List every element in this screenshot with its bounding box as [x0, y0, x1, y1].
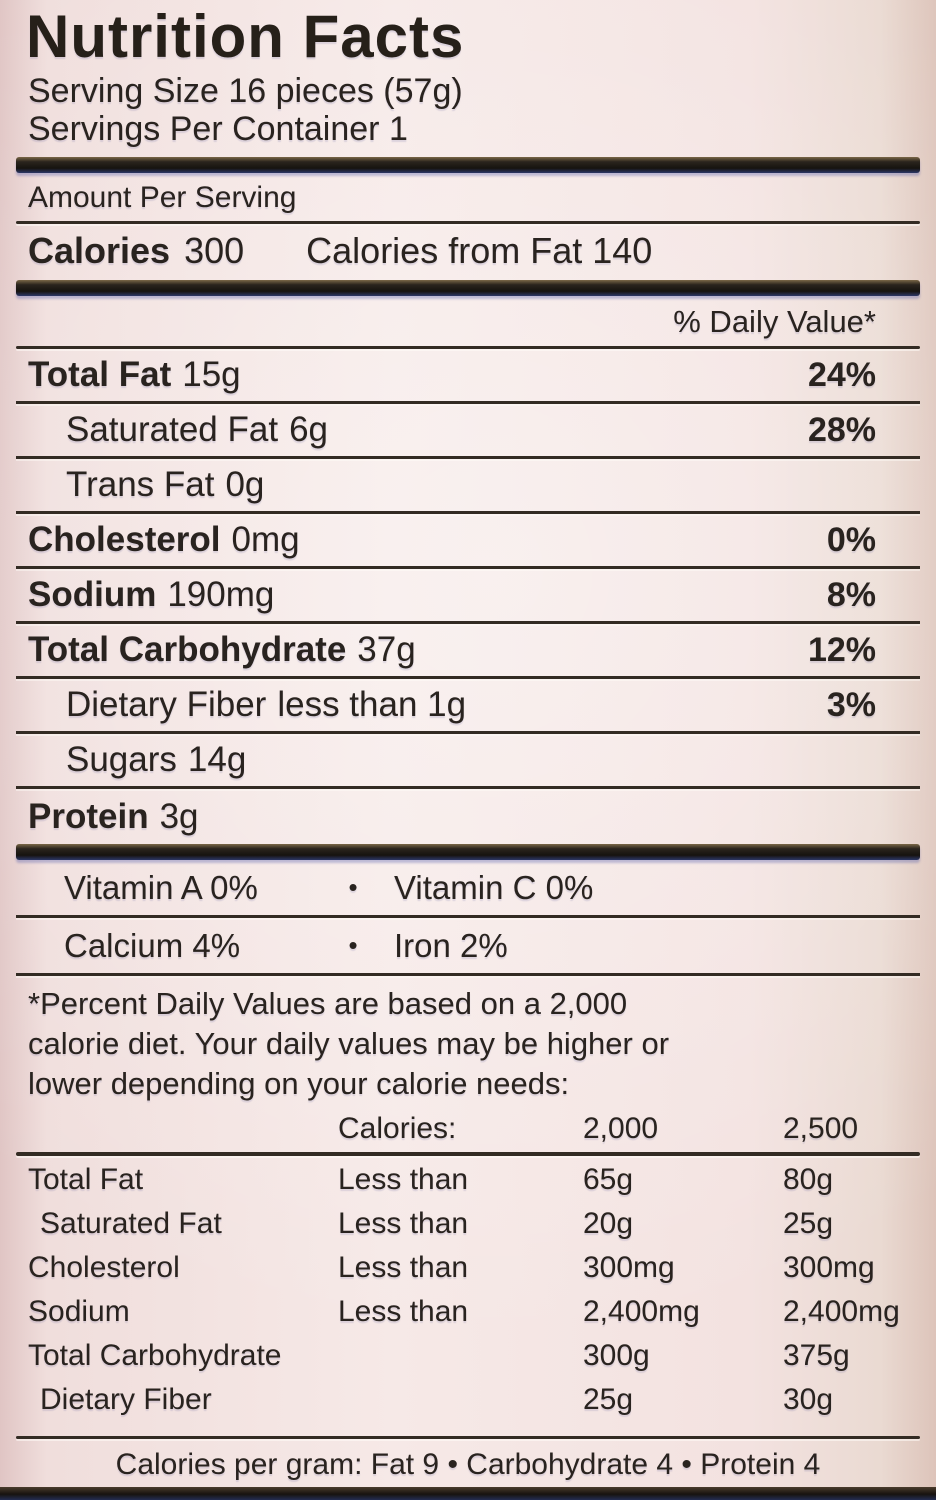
nutrient-daily-value: 3%: [826, 685, 876, 724]
nutrient-daily-value: 12%: [807, 630, 876, 669]
vitamin-c-value: Vitamin C 0%: [394, 868, 594, 906]
nutrient-amount: 0g: [225, 465, 265, 504]
nutrient-daily-value: 28%: [807, 410, 876, 449]
nutrient-name: Total Carbohydrate: [28, 630, 347, 669]
reference-row-saturated-fat: Saturated Fat Less than 20g 25g: [16, 1202, 920, 1246]
ref-value-2500: 375g: [783, 1339, 850, 1372]
reference-row-cholesterol: Cholesterol Less than 300mg 300mg: [16, 1246, 920, 1290]
nutrient-name: Protein: [28, 796, 149, 836]
ref-nutrient-name: Cholesterol: [28, 1251, 180, 1284]
nutrient-name: Total Fat: [28, 355, 172, 394]
nutrient-row-trans-fat: Trans Fat 0g: [16, 459, 920, 514]
nutrient-name: Cholesterol: [28, 520, 221, 559]
serving-size-text: Serving Size 16 pieces (57g): [28, 72, 463, 110]
iron-value: Iron 2%: [394, 926, 508, 964]
ref-value-2000: 300g: [583, 1339, 650, 1372]
nutrient-daily-value: 24%: [807, 355, 876, 394]
bullet-separator: •: [348, 872, 358, 902]
ref-value-2000: 300mg: [583, 1251, 675, 1284]
nutrient-name: Sugars: [66, 740, 177, 779]
ref-qualifier: Less than: [338, 1163, 469, 1196]
divider-rule: [16, 221, 920, 224]
nutrient-amount: 3g: [159, 796, 199, 836]
column-2000-header: 2,000: [583, 1112, 659, 1145]
ref-value-2500: 2,400mg: [783, 1295, 900, 1328]
calories-from-fat: Calories from Fat 140: [306, 230, 653, 271]
nutrient-amount: 15g: [182, 355, 241, 394]
nutrient-name: Trans Fat: [66, 465, 215, 504]
label-title: Nutrition Facts: [26, 3, 465, 70]
divider-rule: [16, 1436, 920, 1439]
calories-value: 300: [184, 230, 245, 271]
ref-nutrient-name: Sodium: [28, 1295, 130, 1328]
nutrient-name: Sodium: [28, 575, 157, 614]
nutrient-row-total-fat: Total Fat 15g 24%: [16, 349, 920, 404]
thick-divider-bar: [16, 844, 920, 860]
ref-qualifier: Less than: [338, 1207, 469, 1240]
ref-value-2000: 25g: [583, 1383, 634, 1416]
ref-value-2500: 25g: [783, 1207, 834, 1240]
ref-qualifier: Less than: [338, 1251, 469, 1284]
amount-per-serving-text: Amount Per Serving: [28, 181, 297, 214]
nutrient-name: Saturated Fat: [66, 410, 279, 449]
ref-nutrient-name: Saturated Fat: [40, 1207, 222, 1240]
nutrient-amount: 6g: [289, 410, 329, 449]
calories-per-gram-text: Calories per gram: Fat 9 • Carbohydrate …: [115, 1448, 821, 1481]
nutrient-row-saturated-fat: Saturated Fat 6g 28%: [16, 404, 920, 459]
nutrient-amount: less than 1g: [277, 685, 467, 724]
calories-row: Calories 300 Calories from Fat 140: [16, 224, 920, 280]
nutrient-amount: 190mg: [167, 575, 275, 614]
nutrient-amount: 14g: [187, 740, 247, 779]
nutrient-row-protein: Protein 3g: [16, 789, 920, 844]
bottom-edge-bar: [0, 1487, 936, 1500]
ref-value-2000: 2,400mg: [583, 1295, 700, 1328]
thick-divider-bar: [16, 280, 920, 296]
reference-row-total-carbohydrate: Total Carbohydrate 300g 375g: [16, 1334, 920, 1378]
ref-qualifier: Less than: [338, 1295, 469, 1328]
nutrient-amount: 37g: [357, 630, 416, 669]
ref-value-2000: 20g: [583, 1207, 634, 1240]
reference-table-body: Total Fat Less than 65g 80g Saturated Fa…: [16, 1158, 920, 1422]
nutrient-daily-value: 8%: [826, 575, 876, 614]
divider-rule: [16, 346, 920, 349]
nutrient-row-sodium: Sodium 190mg 8%: [16, 569, 920, 624]
ref-nutrient-name: Total Fat: [28, 1163, 144, 1196]
reference-row-total-fat: Total Fat Less than 65g 80g: [16, 1158, 920, 1202]
vitamin-row-a-c: Vitamin A 0% • Vitamin C 0%: [16, 860, 920, 918]
daily-value-footnote: *Percent Daily Values are based on a 2,0…: [16, 976, 920, 1106]
reference-row-sodium: Sodium Less than 2,400mg 2,400mg: [16, 1290, 920, 1334]
reference-table-header: Calories: 2,000 2,500: [16, 1106, 920, 1152]
divider-rule: [16, 1152, 920, 1156]
column-2500-header: 2,500: [783, 1112, 859, 1145]
vitamin-row-calcium-iron: Calcium 4% • Iron 2%: [16, 918, 920, 976]
ref-value-2500: 80g: [783, 1163, 834, 1196]
thick-divider-bar: [16, 157, 920, 173]
nutrient-row-dietary-fiber: Dietary Fiber less than 1g 3%: [16, 679, 920, 734]
footnote-line: lower depending on your calorie needs:: [28, 1066, 570, 1101]
nutrient-daily-value: 0%: [826, 520, 876, 559]
calories-label: Calories: [28, 230, 171, 271]
footnote-line: calorie diet. Your daily values may be h…: [28, 1026, 670, 1061]
ref-value-2000: 65g: [583, 1163, 634, 1196]
vitamin-a-value: Vitamin A 0%: [64, 868, 258, 906]
footnote-line: *Percent Daily Values are based on a 2,0…: [28, 986, 628, 1021]
nutrient-amount: 0mg: [231, 520, 300, 559]
servings-per-container-text: Servings Per Container 1: [28, 110, 408, 148]
reference-row-dietary-fiber: Dietary Fiber 25g 30g: [16, 1378, 920, 1422]
nutrient-row-cholesterol: Cholesterol 0mg 0%: [16, 514, 920, 569]
ref-value-2500: 30g: [783, 1383, 834, 1416]
nutrient-name: Dietary Fiber: [66, 685, 267, 724]
ref-nutrient-name: Total Carbohydrate: [28, 1339, 282, 1372]
calcium-value: Calcium 4%: [64, 926, 241, 964]
ref-nutrient-name: Dietary Fiber: [40, 1383, 212, 1416]
daily-value-header: % Daily Value*: [673, 304, 876, 339]
calories-column-label: Calories:: [338, 1112, 457, 1145]
bullet-separator: •: [348, 930, 358, 960]
ref-value-2500: 300mg: [783, 1251, 875, 1284]
nutrient-row-total-carbohydrate: Total Carbohydrate 37g 12%: [16, 624, 920, 679]
nutrient-row-sugars: Sugars 14g: [16, 734, 920, 789]
